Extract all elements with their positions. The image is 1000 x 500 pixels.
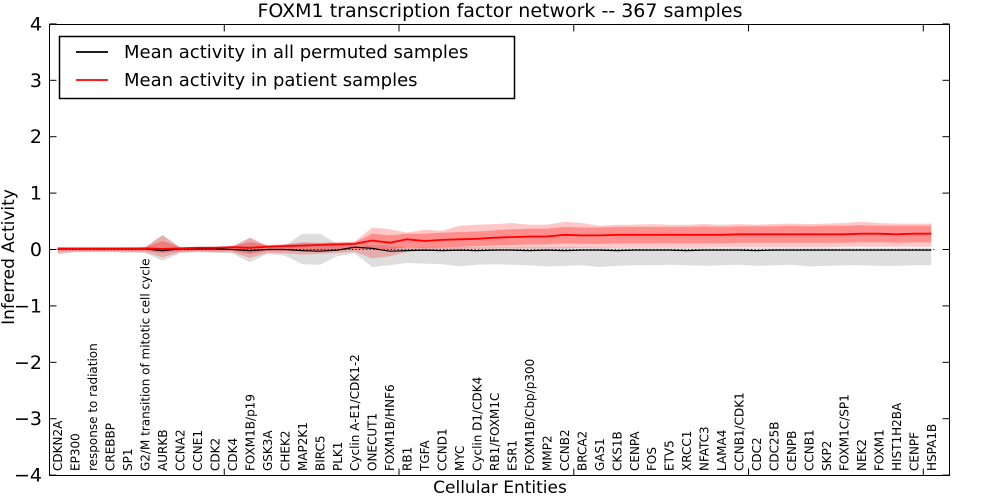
category-label: EP300: [69, 433, 83, 471]
category-label: MYC: [453, 446, 467, 471]
category-label: GAS1: [593, 438, 607, 471]
lines-layer: [54, 232, 935, 252]
category-label: FOXM1B/Cbp/p300: [523, 359, 537, 471]
category-label: CDC25B: [768, 422, 782, 472]
category-label: CCNA2: [174, 429, 188, 471]
category-label: BIRC5: [313, 435, 327, 471]
category-label: CDKN2A: [51, 420, 65, 471]
y-axis-label: Inferred Activity: [0, 189, 19, 325]
category-label: MAP2K1: [296, 422, 310, 471]
category-label: Cyclin D1/CDK4: [471, 377, 485, 471]
category-label: ETV5: [663, 440, 677, 471]
legend-entry-label: Mean activity in all permuted samples: [124, 42, 468, 63]
bands-layer: [57, 221, 932, 267]
y-tick-label: 0: [30, 239, 42, 261]
y-tick-label: −3: [14, 408, 42, 430]
axes-layer: 4 3 2 1 0 −1 −2 −3 −4: [14, 13, 950, 487]
category-label: Cyclin A-E1/CDK1-2: [348, 354, 362, 471]
y-tick-label: 3: [30, 70, 42, 92]
category-label: CENPA: [628, 431, 642, 471]
category-label: RB1: [401, 447, 415, 471]
category-label: RB1/FOXM1C: [488, 393, 502, 471]
category-label: TGFA: [418, 440, 432, 472]
y-tick-label: −1: [14, 295, 42, 317]
category-label: MMP2: [540, 435, 554, 471]
y-tick-label: 2: [30, 126, 42, 148]
category-label: CCNB2: [558, 429, 572, 471]
y-tick-label: 4: [30, 13, 42, 35]
category-label: response to radiation: [86, 343, 100, 471]
category-label: CCNB1: [803, 429, 817, 471]
x-axis-label: Cellular Entities: [433, 478, 567, 498]
category-label: HIST1H2BA: [890, 402, 904, 471]
category-label: ESR1: [506, 440, 520, 471]
category-label: CDK4: [226, 438, 240, 471]
category-label: CENPF: [907, 432, 921, 471]
category-label: CCNB1/CDK1: [733, 392, 747, 471]
legend: Mean activity in all permuted samples Mea…: [58, 35, 516, 100]
category-label: BRCA2: [575, 431, 589, 471]
y-tick-label: 1: [30, 183, 42, 205]
category-label: SKP2: [820, 441, 834, 471]
category-label: CENPB: [785, 431, 799, 471]
category-label: FOXM1C/SP1: [837, 394, 851, 471]
category-label: CREBBP: [104, 423, 118, 471]
patient-mean-line: [57, 232, 932, 250]
legend-box: [58, 35, 516, 100]
category-label: CCNE1: [191, 430, 205, 471]
category-label: HSPA1B: [925, 424, 939, 471]
category-label: AURKB: [156, 430, 170, 471]
category-label: FOXM1B/HNF6: [383, 384, 397, 471]
category-label: FOXM1: [872, 429, 886, 471]
category-label: FOS: [645, 447, 659, 471]
category-label: LAMA4: [715, 430, 729, 471]
category-label: G2/M transition of mitotic cell cycle: [139, 258, 153, 471]
category-label: CDC2: [750, 437, 764, 471]
category-label: XRCC1: [680, 431, 694, 471]
category-label: CHEK2: [278, 431, 292, 472]
category-label: ONECUT1: [366, 413, 380, 471]
category-label: GSK3A: [261, 430, 275, 471]
category-label: PLK1: [331, 442, 345, 471]
category-label: SP1: [121, 449, 135, 472]
category-label: CDK2: [208, 438, 222, 471]
y-tick-label: −2: [14, 352, 42, 374]
category-label: CCND1: [436, 428, 450, 471]
chart-title: FOXM1 transcription factor network -- 36…: [257, 0, 742, 22]
category-label: CKS1B: [610, 431, 624, 471]
category-label: NFATC3: [698, 426, 712, 471]
legend-entry-label: Mean activity in patient samples: [124, 70, 418, 91]
permuted-mean-line: [57, 246, 932, 252]
category-label: NEK2: [855, 439, 869, 471]
category-label: FOXM1B/p19: [243, 394, 257, 471]
y-tick-label: −4: [14, 465, 42, 487]
category-labels-layer: CDKN2A EP300 response to radiation CREBBP SP…: [51, 258, 939, 472]
